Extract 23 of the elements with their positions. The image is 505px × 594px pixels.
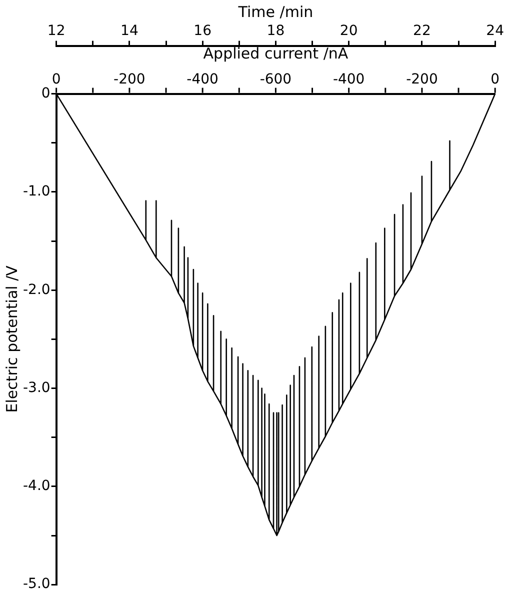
x-tick-label: 12 xyxy=(47,23,66,40)
x-tick-label: 16 xyxy=(194,23,212,40)
text: 0 xyxy=(490,71,500,88)
x-tick-label: 24 xyxy=(486,23,504,40)
y-tick-label: -1.0 xyxy=(22,184,50,200)
x-tick-label: 20 xyxy=(340,23,358,40)
x-tick-label: 22 xyxy=(413,23,431,40)
y-axis-title: Electric potential /V xyxy=(2,264,21,413)
y-tick-label: -3.0 xyxy=(22,380,50,396)
x-tick-label: 14 xyxy=(120,23,138,40)
text: 0 xyxy=(52,71,61,88)
y-tick-label: -5.0 xyxy=(22,576,50,592)
text: -400 xyxy=(332,71,365,88)
text: -400 xyxy=(186,71,218,88)
x-tick-label: 18 xyxy=(266,23,285,40)
text: -600 xyxy=(260,71,292,88)
x-axis-title: Time /min xyxy=(237,2,314,21)
y-tick-label: -2.0 xyxy=(22,282,50,298)
text: -200 xyxy=(114,71,146,88)
x2-axis-title: Applied current /nA xyxy=(203,44,349,63)
y-tick-label: 0 xyxy=(41,85,50,102)
text: -200 xyxy=(406,71,438,88)
y-tick-label: -4.0 xyxy=(22,478,50,494)
